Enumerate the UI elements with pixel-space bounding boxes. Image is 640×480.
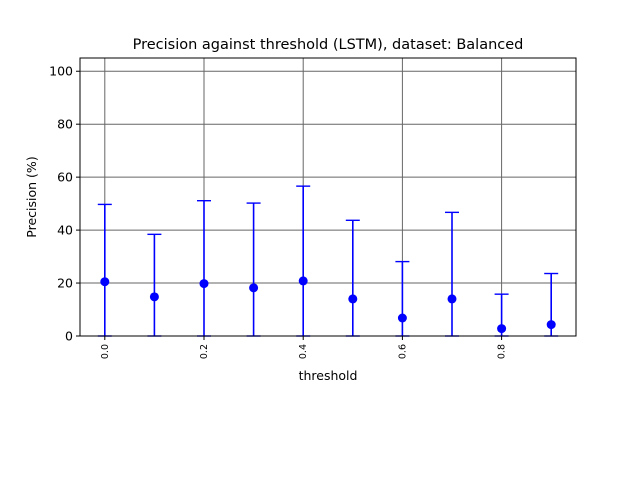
chart-title: Precision against threshold (LSTM), data… xyxy=(133,37,524,53)
y-axis-label: Precision (%) xyxy=(24,156,39,237)
x-tick-label: 0.0 xyxy=(100,344,111,359)
data-point xyxy=(348,294,358,304)
axis-ticks: 0.0 0.2 0.4 0.6 0.8 0 20 40 60 80 100 xyxy=(49,64,507,359)
x-tick-label: 0.4 xyxy=(298,344,309,359)
data-point xyxy=(546,320,556,330)
data-point xyxy=(447,294,457,304)
plot-frame xyxy=(79,57,577,337)
data-point xyxy=(199,279,209,289)
data-point xyxy=(298,276,308,286)
data-marks xyxy=(97,185,559,337)
y-tick-label: 100 xyxy=(49,64,73,79)
y-tick-label: 60 xyxy=(57,170,73,185)
x-axis-label: threshold xyxy=(299,368,358,383)
data-point xyxy=(100,277,110,287)
data-point xyxy=(397,313,407,323)
y-tick-label: 0 xyxy=(65,329,73,344)
y-tick-label: 20 xyxy=(57,276,73,291)
x-tick-label: 0.6 xyxy=(397,344,408,359)
data-point xyxy=(249,283,259,293)
y-tick-label: 40 xyxy=(57,223,73,238)
x-tick-label: 0.8 xyxy=(497,344,508,359)
data-point xyxy=(149,292,159,302)
y-tick-label: 80 xyxy=(57,117,73,132)
data-point xyxy=(497,324,507,334)
x-tick-label: 0.2 xyxy=(199,344,210,359)
